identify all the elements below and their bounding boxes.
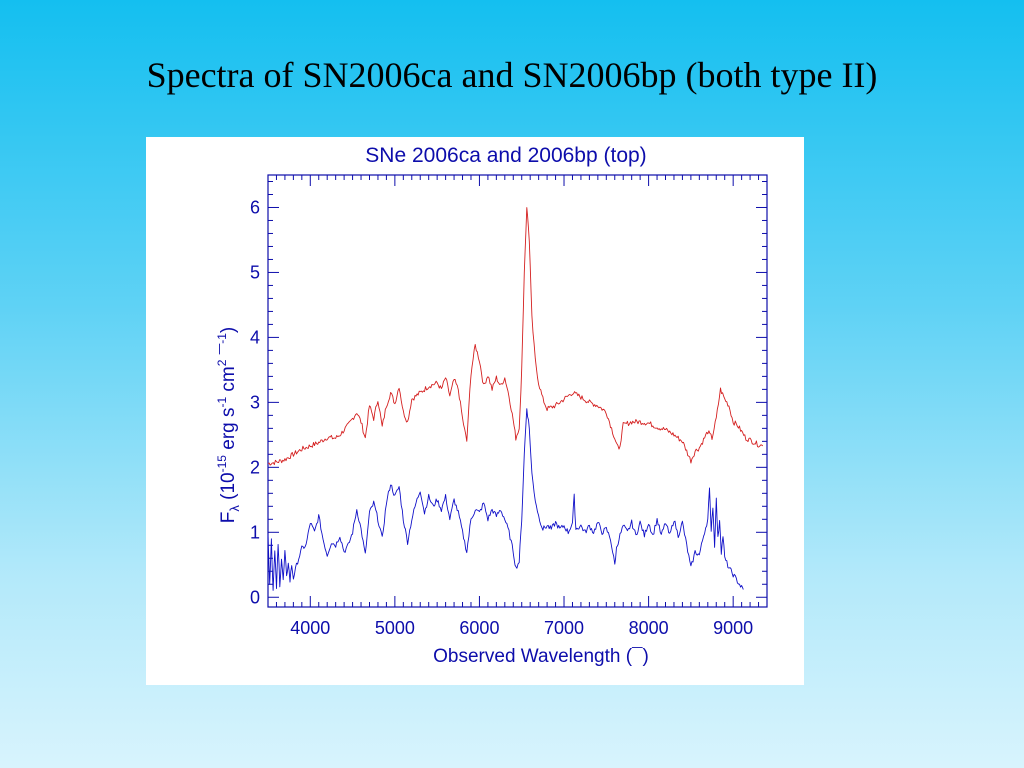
y-axis-label-units2: cm <box>218 366 239 397</box>
x-tick-label: 6000 <box>459 618 499 638</box>
y-tick-label: 2 <box>250 457 260 477</box>
spectra-figure: SNe 2006ca and 2006bp (top) 4000 5000 6000… <box>146 137 804 685</box>
y-tick-labels: 0 1 2 3 4 5 6 <box>250 197 260 607</box>
y-tick-label: 6 <box>250 197 260 217</box>
y-axis-label-exp: -15 <box>215 455 229 473</box>
series-group <box>267 207 764 591</box>
y-tick-label: 4 <box>250 327 260 347</box>
y-axis-label-sub: λ <box>227 505 242 512</box>
plot-frame <box>267 174 768 608</box>
y-tick-label: 5 <box>250 262 260 282</box>
y-axis-label-rest: (10 <box>218 472 239 505</box>
slide-title: Spectra of SN2006ca and SN2006bp (both t… <box>146 55 878 95</box>
chart-title: SNe 2006ca and 2006bp (top) <box>365 144 646 167</box>
y-axis-label-units: erg s <box>218 408 239 456</box>
x-tick-labels: 4000 5000 6000 7000 8000 9000 <box>290 618 753 638</box>
x-tick-label: 9000 <box>713 618 753 638</box>
minor-ticks <box>267 175 768 607</box>
y-axis-label-exp4: -1 <box>215 333 229 344</box>
x-tick-label: 5000 <box>375 618 415 638</box>
y-axis-label-exp3: 2 <box>215 359 229 366</box>
series-line-bottom <box>267 408 744 591</box>
x-tick-label: 8000 <box>629 618 669 638</box>
y-axis-label: Fλ (10-15 erg s-1 cm2 ¯-1) <box>215 327 242 523</box>
y-axis-label-units3: ¯ <box>218 343 239 359</box>
series-line-top <box>267 207 764 466</box>
x-tick-label: 4000 <box>290 618 330 638</box>
spectra-chart: SNe 2006ca and 2006bp (top) 4000 5000 6000… <box>215 144 768 667</box>
y-axis-label-main: F <box>218 512 239 524</box>
y-tick-label: 0 <box>250 587 260 607</box>
x-axis-label: Observed Wavelength (¯) <box>433 646 649 667</box>
x-tick-label: 7000 <box>544 618 584 638</box>
plot-border <box>267 174 768 608</box>
y-tick-label: 1 <box>250 522 260 542</box>
y-axis-label-close: ) <box>218 327 239 333</box>
y-axis-label-exp2: -1 <box>215 397 229 408</box>
y-tick-label: 3 <box>250 392 260 412</box>
